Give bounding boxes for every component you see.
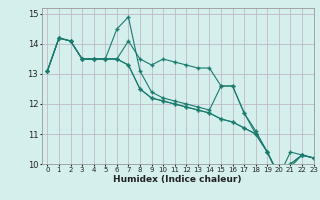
X-axis label: Humidex (Indice chaleur): Humidex (Indice chaleur) <box>113 175 242 184</box>
